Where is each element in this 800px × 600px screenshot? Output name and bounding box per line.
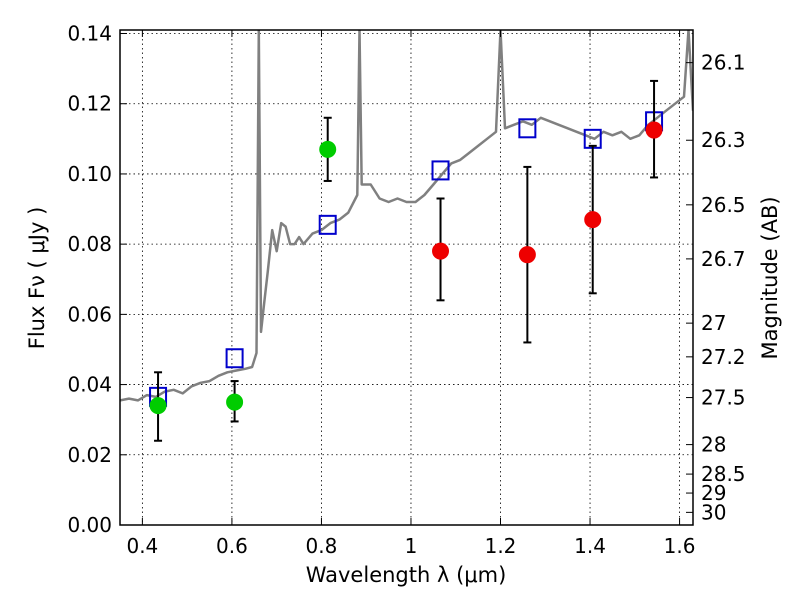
y2-tick-label: 28 xyxy=(701,433,726,457)
data-point xyxy=(645,121,663,139)
y2-axis-title: Magnitude (AB) xyxy=(758,196,782,359)
data-point xyxy=(432,242,450,260)
y2-tick-label: 26.1 xyxy=(701,51,746,75)
y2-tick-label: 30 xyxy=(701,500,726,524)
x-tick-label: 1 xyxy=(405,534,418,558)
model-photometry-square xyxy=(318,214,337,235)
y-tick-label: 0.06 xyxy=(67,302,112,326)
y2-tick-label: 27.2 xyxy=(701,345,746,369)
data-point xyxy=(319,140,337,158)
x-tick-label: 0.6 xyxy=(216,534,248,558)
y2-tick-label: 29 xyxy=(701,481,726,505)
y2-tick-label: 27.5 xyxy=(701,386,746,410)
model-spectrum xyxy=(120,30,693,402)
y-tick-label: 0.14 xyxy=(67,22,112,46)
model-photometry-square xyxy=(431,160,450,181)
x-tick-label: 1.2 xyxy=(485,534,517,558)
x-tick-label: 1.4 xyxy=(574,534,606,558)
y2-tick-label: 27 xyxy=(701,311,726,335)
x-axis-title: Wavelength λ (μm) xyxy=(306,563,507,587)
grid xyxy=(120,30,693,526)
y-tick-label: 0.04 xyxy=(67,373,112,397)
y2-tick-label: 28.5 xyxy=(701,462,746,486)
x-tick-label: 1.6 xyxy=(664,534,696,558)
x-tick-label: 0.4 xyxy=(126,534,158,558)
y-axis-title: Flux Fν ( μJy ) xyxy=(25,207,49,350)
y-tick-label: 0.08 xyxy=(67,232,112,256)
x-tick-label: 0.8 xyxy=(306,534,338,558)
data-marks xyxy=(149,79,664,442)
y2-tick-label: 26.3 xyxy=(701,128,746,152)
y-tick-label: 0.02 xyxy=(67,443,112,467)
y2-tick-label: 26.5 xyxy=(701,193,746,217)
model-spectrum-line xyxy=(120,30,693,402)
y-tick-label: 0.12 xyxy=(67,92,112,116)
y-tick-label: 0.10 xyxy=(67,162,112,186)
data-point xyxy=(584,211,602,229)
model-photometry-square xyxy=(225,348,244,369)
data-point xyxy=(226,393,244,411)
y2-tick-label: 26.7 xyxy=(701,247,746,271)
data-point xyxy=(518,246,536,264)
data-point xyxy=(149,397,167,415)
y-tick-label: 0.00 xyxy=(67,513,112,537)
plot-frame xyxy=(119,29,694,526)
axis-ticks: 0.4 0.6 0.8 1 1.2 1.4 1.6 0.00 0.02 0.04 0.06 0.08 0… xyxy=(67,22,745,558)
model-photometry-square xyxy=(518,118,537,139)
